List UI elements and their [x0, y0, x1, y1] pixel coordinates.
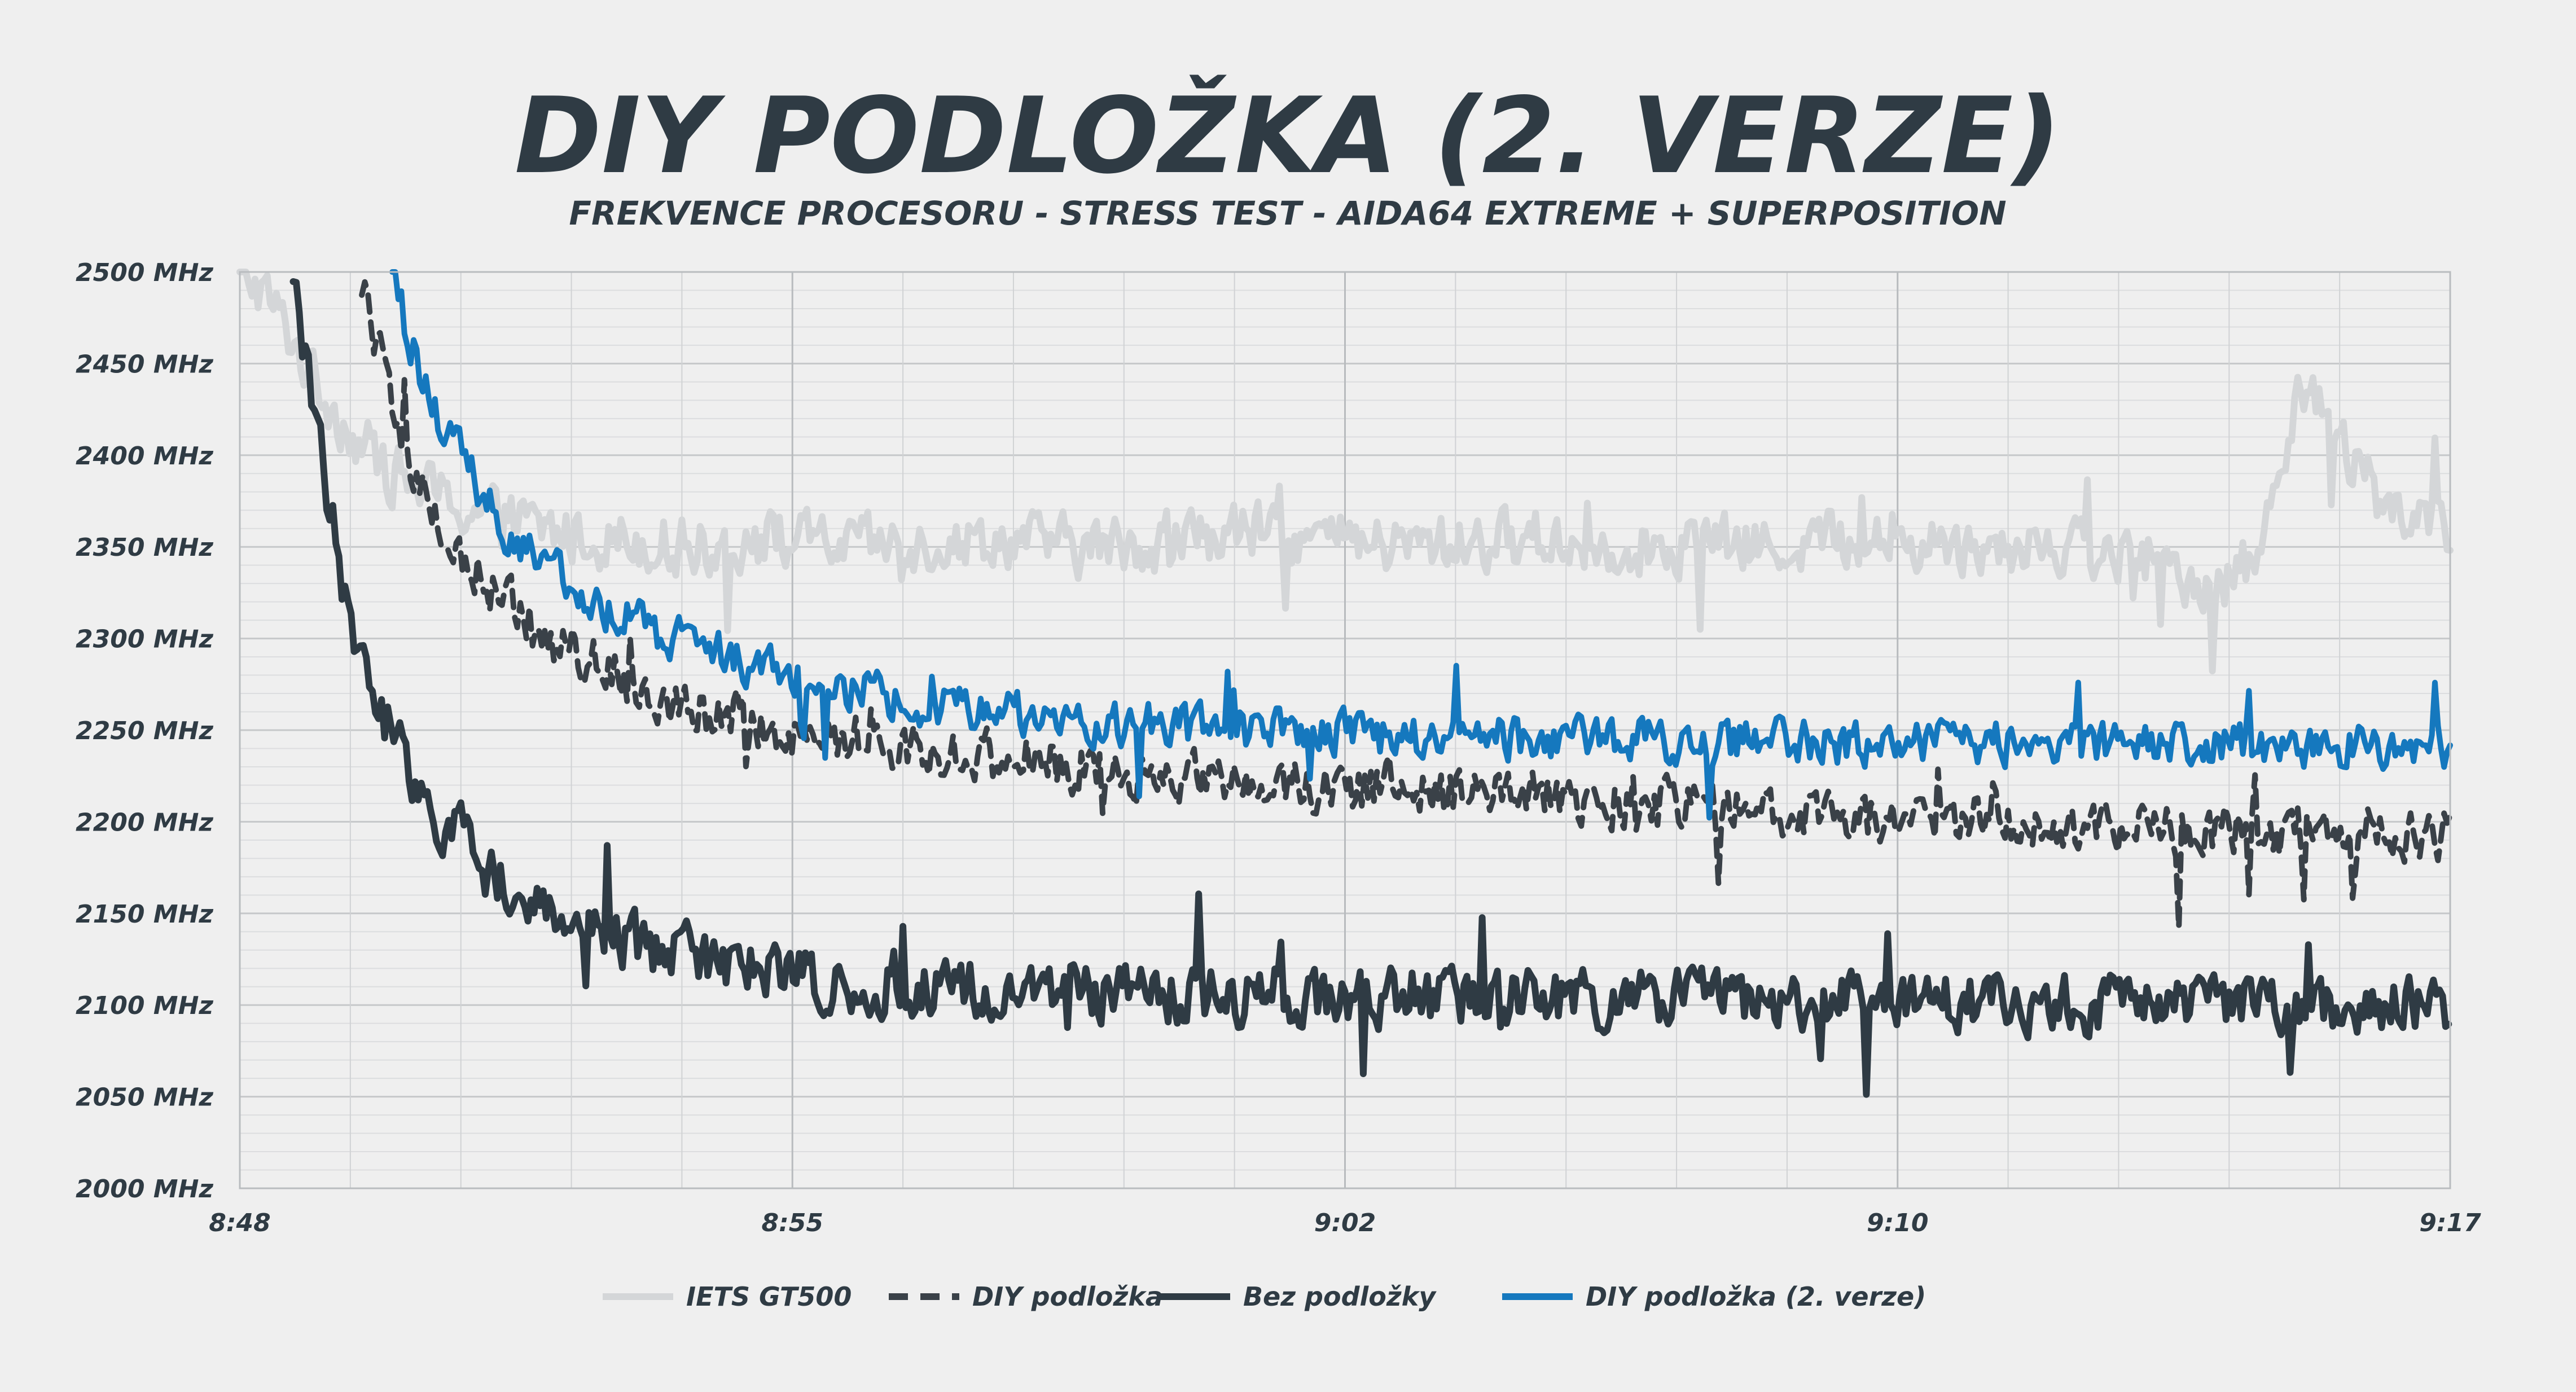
legend-label-bez-podlozky: Bez podložky	[1243, 1281, 1437, 1312]
x-tick-label: 9:10	[1867, 1209, 1928, 1237]
x-tick-label: 8:48	[209, 1209, 270, 1237]
legend-label-iets-gt500: IETS GT500	[686, 1281, 852, 1312]
x-tick-label: 8:55	[762, 1209, 823, 1237]
series-line-bez-podlozky	[289, 278, 2452, 1098]
y-tick-label: 2350 MHz	[76, 533, 213, 562]
y-tick-label: 2000 MHz	[76, 1175, 213, 1204]
chart-subtitle: FREKVENCE PROCESORU - STRESS TEST - AIDA…	[569, 194, 2006, 232]
y-tick-label: 2450 MHz	[76, 350, 213, 379]
series-line-iets-gt500	[236, 269, 2454, 675]
series-lines	[236, 269, 2454, 1098]
y-tick-label: 2300 MHz	[76, 625, 213, 654]
y-tick-label: 2150 MHz	[76, 900, 213, 929]
y-tick-label: 2250 MHz	[76, 717, 213, 745]
legend-label-diy-podlozka: DIY podložka	[972, 1281, 1163, 1312]
y-tick-label: 2050 MHz	[76, 1083, 213, 1112]
series-line-diy-podlozka	[359, 279, 2453, 930]
legend-label-diy-podlozka-2-verze: DIY podložka (2. verze)	[1586, 1281, 1926, 1312]
x-tick-label: 9:17	[2419, 1209, 2481, 1237]
y-tick-label: 2500 MHz	[76, 258, 213, 287]
y-tick-label: 2200 MHz	[76, 808, 213, 837]
plot-frame	[239, 271, 2451, 1189]
series-line-diy-podlozka-2-verze	[389, 269, 2453, 821]
x-tick-label: 9:02	[1314, 1209, 1376, 1237]
y-tick-label: 2400 MHz	[76, 442, 213, 471]
y-axis: 2500 MHz 2450 MHz 2400 MHz 2350 MHz 2300 MHz…	[76, 258, 213, 1204]
legend: IETS GT500 DIY podložka Bez podložky DIY po…	[603, 1281, 1926, 1312]
chart-title: DIY PODLOŽKA (2. VERZE)	[515, 74, 2061, 197]
y-tick-label: 2100 MHz	[76, 991, 213, 1020]
x-axis: 8:48 8:55 9:02 9:10 9:17	[209, 1209, 2481, 1237]
